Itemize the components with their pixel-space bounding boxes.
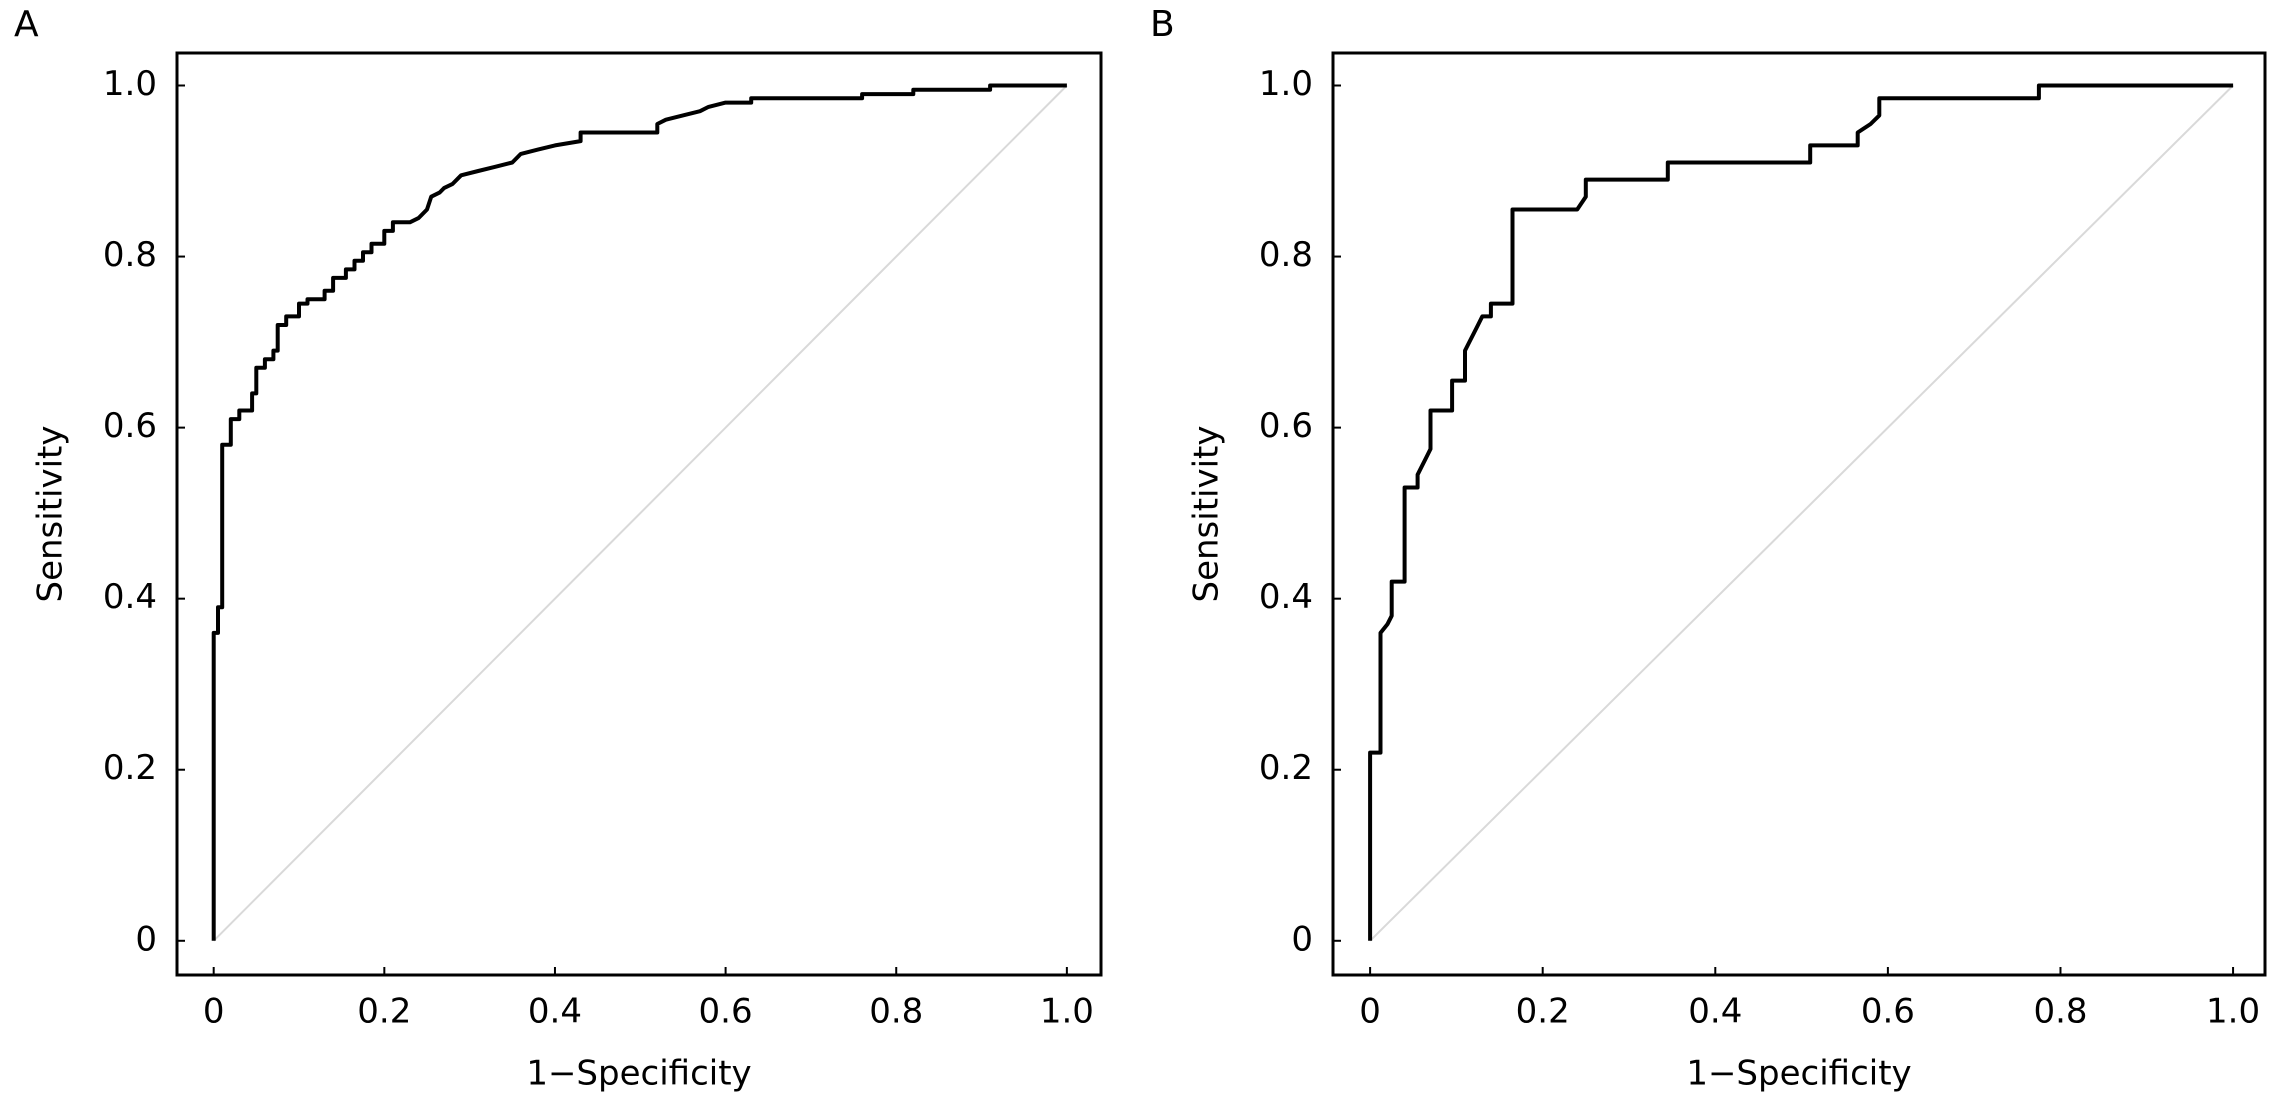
y-tick-label: 1.0 <box>1259 64 1313 104</box>
y-tick-label: 0.2 <box>103 748 157 788</box>
y-tick-label: 0 <box>1291 919 1313 959</box>
x-tick-label: 1.0 <box>1040 992 1094 1032</box>
x-tick-label: 0.4 <box>1688 992 1742 1032</box>
x-tick-label: 0.2 <box>1516 992 1570 1032</box>
reference-line <box>212 84 1068 942</box>
plot-frame <box>1331 51 2267 977</box>
y-tick-label: 0 <box>135 919 157 959</box>
x-tick-label: 0 <box>1359 992 1381 1032</box>
x-tick-label: 0 <box>203 992 225 1032</box>
plot-frame <box>175 51 1103 977</box>
reference-line <box>1369 84 2234 942</box>
y-axis-label: Sensitivity <box>1187 425 1227 602</box>
x-tick-label: 0.4 <box>528 992 582 1032</box>
panel-label: A <box>14 4 39 45</box>
y-tick-label: 1.0 <box>103 64 157 104</box>
panel-label: B <box>1150 4 1175 45</box>
y-tick-label: 0.8 <box>1259 235 1313 275</box>
y-tick-label: 0.4 <box>1259 577 1313 617</box>
y-tick-label: 0.2 <box>1259 748 1313 788</box>
x-tick-label: 0.2 <box>357 992 411 1032</box>
x-tick-label: 0.6 <box>1861 992 1915 1032</box>
x-tick-label: 0.8 <box>869 992 923 1032</box>
y-tick-label: 0.4 <box>103 577 157 617</box>
x-tick-label: 0.8 <box>2033 992 2087 1032</box>
x-tick-label: 0.6 <box>699 992 753 1032</box>
y-tick-label: 0.8 <box>103 235 157 275</box>
x-axis-label: 1−Specificity <box>1686 1054 1911 1094</box>
x-axis-label: 1−Specificity <box>526 1054 751 1094</box>
roc-curve <box>1368 83 2234 941</box>
roc-curve <box>211 83 1067 941</box>
y-tick-label: 0.6 <box>1259 406 1313 446</box>
y-axis-label: Sensitivity <box>31 425 71 602</box>
x-tick-label: 1.0 <box>2206 992 2260 1032</box>
y-tick-label: 0.6 <box>103 406 157 446</box>
